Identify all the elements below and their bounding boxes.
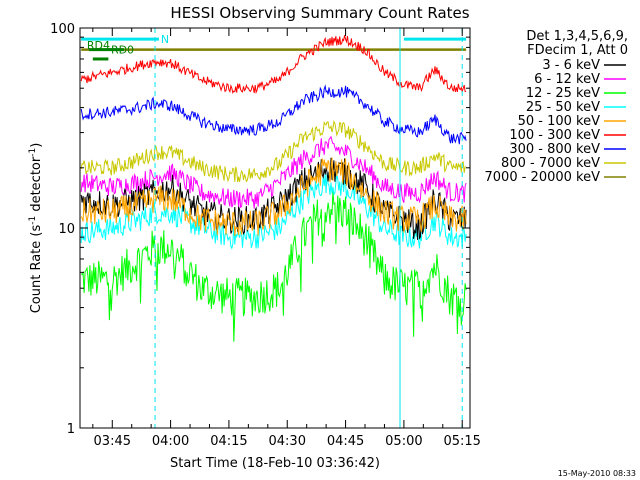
series-line-8 xyxy=(80,120,467,183)
x-tick-label: 05:15 xyxy=(443,434,480,449)
legend-label-4: 25 - 50 keV xyxy=(526,100,600,115)
series-line-7 xyxy=(80,84,467,145)
y-tick-label: 10 xyxy=(58,222,75,237)
y-tick-label: 1 xyxy=(67,422,75,437)
legend-label-2: 6 - 12 keV xyxy=(534,72,600,87)
x-tick-label: 04:00 xyxy=(152,434,189,449)
x-tick-label: 04:30 xyxy=(269,434,306,449)
legend-header-line-2: FDecim 1, Att 0 xyxy=(527,43,628,58)
series-line-1 xyxy=(80,157,467,240)
annotation-label-rd0: RD0 xyxy=(111,44,134,57)
legend-label-6: 100 - 300 keV xyxy=(509,128,600,143)
legend-label-1: 3 - 6 keV xyxy=(542,58,600,73)
series-line-3 xyxy=(80,191,467,342)
series-group xyxy=(80,35,467,342)
y-axis-label-part: -1 xyxy=(28,148,38,157)
x-tick-label: 05:00 xyxy=(385,434,422,449)
legend-label-5: 50 - 100 keV xyxy=(518,114,601,129)
x-axis-label: Start Time (18-Feb-10 03:36:42) xyxy=(170,456,380,471)
y-axis-label-part: -1 xyxy=(28,216,38,225)
series-line-6 xyxy=(80,35,467,95)
y-axis-label-part: ) xyxy=(29,143,44,148)
legend-label-9: 7000 - 20000 keV xyxy=(485,170,601,185)
annotation-label-n: N xyxy=(161,33,169,46)
y-axis-label-part: Count Rate (s xyxy=(29,225,44,314)
x-tick-label: 03:45 xyxy=(94,434,131,449)
legend-header-line-1: Det 1,3,4,5,6,9, xyxy=(526,29,628,44)
legend-label-3: 12 - 25 keV xyxy=(526,86,600,101)
chart-title: HESSI Observing Summary Count Rates xyxy=(170,4,469,22)
y-tick-label: 100 xyxy=(50,22,75,37)
legend-label-8: 800 - 7000 keV xyxy=(501,156,600,171)
footer-timestamp: 15-May-2010 08:33 xyxy=(558,469,636,478)
y-axis-label-part: detector xyxy=(29,156,44,216)
series-line-4 xyxy=(80,171,467,250)
series-line-2 xyxy=(80,135,467,209)
legend-label-7: 300 - 800 keV xyxy=(509,142,600,157)
x-tick-label: 04:15 xyxy=(210,434,247,449)
annotation-label-rd4: RD4 xyxy=(87,39,110,52)
y-axis-label: Count Rate (s-1 detector-1) xyxy=(28,143,44,314)
x-tick-label: 04:45 xyxy=(327,434,364,449)
series-line-5 xyxy=(80,157,467,237)
